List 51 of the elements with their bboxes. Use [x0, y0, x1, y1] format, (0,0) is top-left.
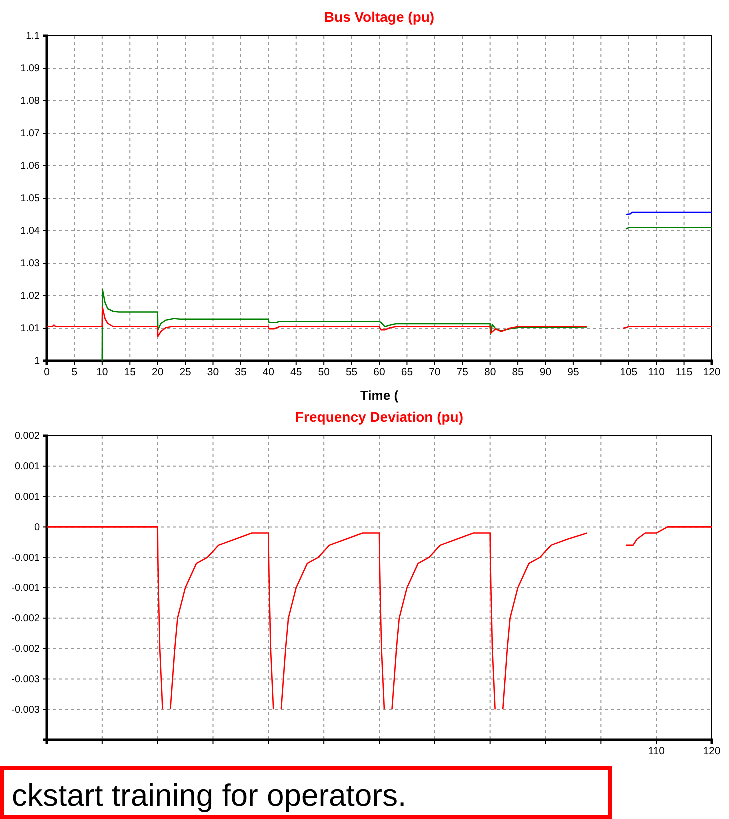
x-tick-label: 115 — [676, 366, 693, 378]
y-tick-label: 1.02 — [20, 291, 40, 302]
y-tick-label: 0.001 — [14, 462, 40, 473]
y-tick-label: 1.06 — [20, 161, 40, 172]
y-tick-label: 0.001 — [14, 492, 40, 503]
x-tick-label: 40 — [262, 366, 275, 378]
x-tick-label: 120 — [703, 745, 721, 758]
x-tick-label: 0 — [44, 366, 50, 378]
x-tick-label: 110 — [648, 745, 666, 758]
x-tick-label: 30 — [207, 366, 220, 378]
x-tick-label: 45 — [290, 366, 302, 378]
y-tick-label: 1 — [34, 356, 40, 368]
x-tick-label: 55 — [346, 366, 358, 378]
y-tick-label: 1.03 — [20, 258, 40, 270]
x-tick-label: 95 — [568, 366, 580, 378]
x-tick-label: 90 — [540, 366, 552, 378]
y-tick-label: 1.01 — [20, 324, 40, 335]
x-tick-label: 60 — [374, 366, 386, 378]
x-tick-label: 5 — [72, 366, 78, 378]
y-tick-label: -0.002 — [12, 614, 40, 625]
x-axis-title: Time ( — [360, 388, 400, 403]
text: ckstart training for operators. — [12, 778, 407, 813]
x-tick-label: 105 — [620, 366, 638, 378]
y-tick-label: 1.04 — [20, 226, 40, 238]
x-tick-label: 20 — [152, 366, 164, 378]
x-tick-label: 10 — [96, 366, 108, 378]
y-tick-label: 1.05 — [20, 194, 40, 205]
chart-title: Frequency Deviation (pu) — [295, 409, 464, 425]
y-tick-label: -0.003 — [12, 704, 40, 716]
chart-title: Bus Voltage (pu) — [324, 9, 435, 25]
x-tick-label: 35 — [235, 366, 247, 378]
x-tick-label: 15 — [124, 366, 136, 378]
y-tick-label: -0.001 — [12, 552, 40, 564]
y-tick-label: -0.001 — [12, 583, 40, 594]
y-tick-label: 1.07 — [20, 128, 40, 140]
x-tick-label: 85 — [512, 366, 524, 378]
y-tick-label: -0.003 — [12, 674, 40, 686]
y-tick-label: -0.002 — [12, 644, 40, 655]
x-tick-label: 65 — [401, 366, 414, 378]
y-tick-label: 1.09 — [20, 64, 40, 75]
y-tick-label: 1.1 — [26, 31, 40, 42]
y-tick-label: 0 — [34, 522, 40, 534]
x-tick-label: 120 — [703, 366, 721, 378]
x-tick-label: 50 — [318, 366, 330, 378]
y-tick-label: 1.08 — [20, 96, 40, 108]
y-tick-label: 0.002 — [14, 431, 40, 442]
x-tick-label: 110 — [648, 366, 666, 378]
x-tick-label: 70 — [429, 366, 441, 378]
x-tick-label: 75 — [456, 366, 469, 378]
x-tick-label: 25 — [180, 366, 192, 378]
x-tick-label: 80 — [484, 366, 496, 378]
